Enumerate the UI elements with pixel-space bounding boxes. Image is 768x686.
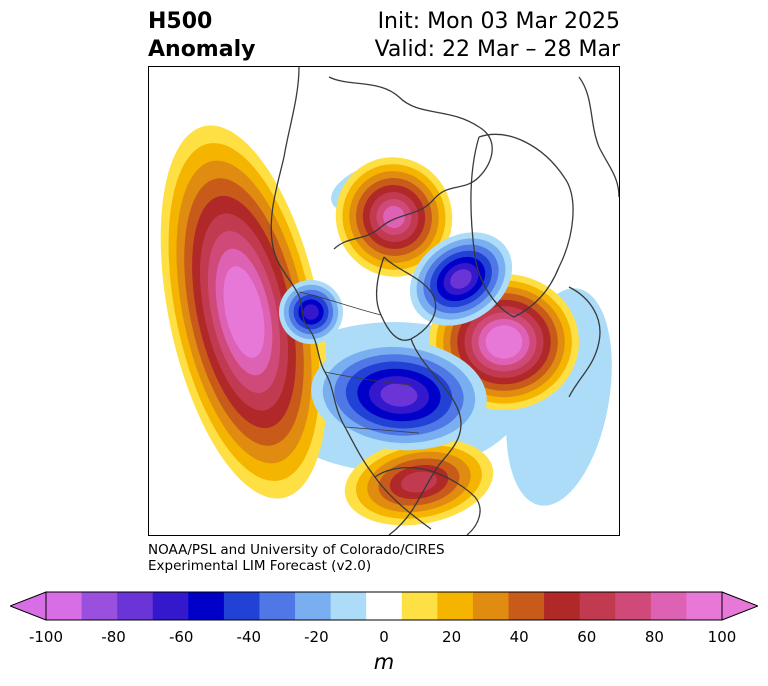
colorbar	[10, 591, 758, 621]
coastline-gulf	[374, 466, 481, 535]
colorbar-tick-label: 100	[707, 628, 737, 646]
map-panel	[148, 66, 620, 536]
credit-line-1: NOAA/PSL and University of Colorado/CIRE…	[148, 542, 445, 558]
colorbar-segment	[401, 592, 438, 620]
coastline-arctic-islands	[328, 76, 493, 250]
negative-anomaly-great-lakes	[380, 383, 418, 407]
colorbar-segment	[686, 592, 723, 620]
colorbar-segment	[615, 592, 652, 620]
coastline-east-us	[388, 338, 462, 535]
negative-anomaly-greenland	[450, 269, 472, 289]
colorbar-tick-label: 0	[379, 628, 389, 646]
colorbar-segment	[508, 592, 545, 620]
colorbar-segment	[437, 592, 474, 620]
colorbar-segments	[10, 591, 758, 621]
anomaly-contours	[160, 125, 612, 526]
title-left: H500 Anomaly	[148, 8, 255, 64]
colorbar-tick-label: -20	[304, 628, 329, 646]
colorbar-tick-label: -40	[236, 628, 262, 646]
colorbar-outline	[45, 591, 723, 621]
colorbar-segment	[330, 592, 367, 620]
valid-range: Valid: 22 Mar – 28 Mar	[374, 37, 620, 62]
colorbar-segment	[579, 592, 616, 620]
init-date: Init: Mon 03 Mar 2025	[377, 9, 620, 34]
colorbar-segment	[46, 592, 83, 620]
colorbar-segment	[366, 592, 403, 620]
coastline-greenland	[470, 133, 574, 318]
colorbar-tick-label: 40	[509, 628, 529, 646]
coastline-europe	[568, 76, 619, 398]
credit-text: NOAA/PSL and University of Colorado/CIRE…	[148, 542, 445, 574]
colorbar-tick-label: 20	[442, 628, 462, 646]
colorbar-tick-label: 60	[577, 628, 597, 646]
colorbar-segment	[259, 592, 296, 620]
land-outlines	[270, 67, 619, 535]
positive-anomaly-north-atlantic	[485, 325, 523, 359]
title-field: Anomaly	[148, 37, 256, 62]
colorbar-segment	[117, 592, 154, 620]
colorbar-tick-label: 80	[644, 628, 664, 646]
colorbar-tick-label: -80	[101, 628, 126, 646]
colorbar-segment	[544, 592, 581, 620]
colorbar-segment	[81, 592, 118, 620]
title-variable: H500	[148, 9, 213, 34]
colorbar-segment	[188, 592, 225, 620]
colorbar-segment	[295, 592, 332, 620]
title-right: Init: Mon 03 Mar 2025 Valid: 22 Mar – 28…	[375, 8, 620, 64]
colorbar-segment	[650, 592, 687, 620]
negative-anomaly-gulf-of-alaska	[303, 304, 319, 320]
colorbar-arrow-min	[10, 591, 47, 621]
colorbar-segment	[472, 592, 510, 620]
positive-anomaly-west-pacific	[223, 266, 265, 358]
colorbar-arrow-max	[721, 591, 758, 621]
coastline-hudson-bay	[375, 256, 437, 341]
positive-anomaly-southeast-us	[400, 471, 438, 493]
country-borders	[298, 291, 420, 434]
anomaly-map	[160, 67, 619, 535]
credit-line-2: Experimental LIM Forecast (v2.0)	[148, 558, 372, 574]
colorbar-tick-label: -100	[28, 628, 64, 646]
colorbar-unit: m	[373, 650, 395, 674]
coastline-alaska	[270, 67, 432, 530]
colorbar-tick-label: -60	[168, 628, 194, 646]
colorbar-segment	[223, 592, 260, 620]
colorbar-segment	[152, 592, 189, 620]
